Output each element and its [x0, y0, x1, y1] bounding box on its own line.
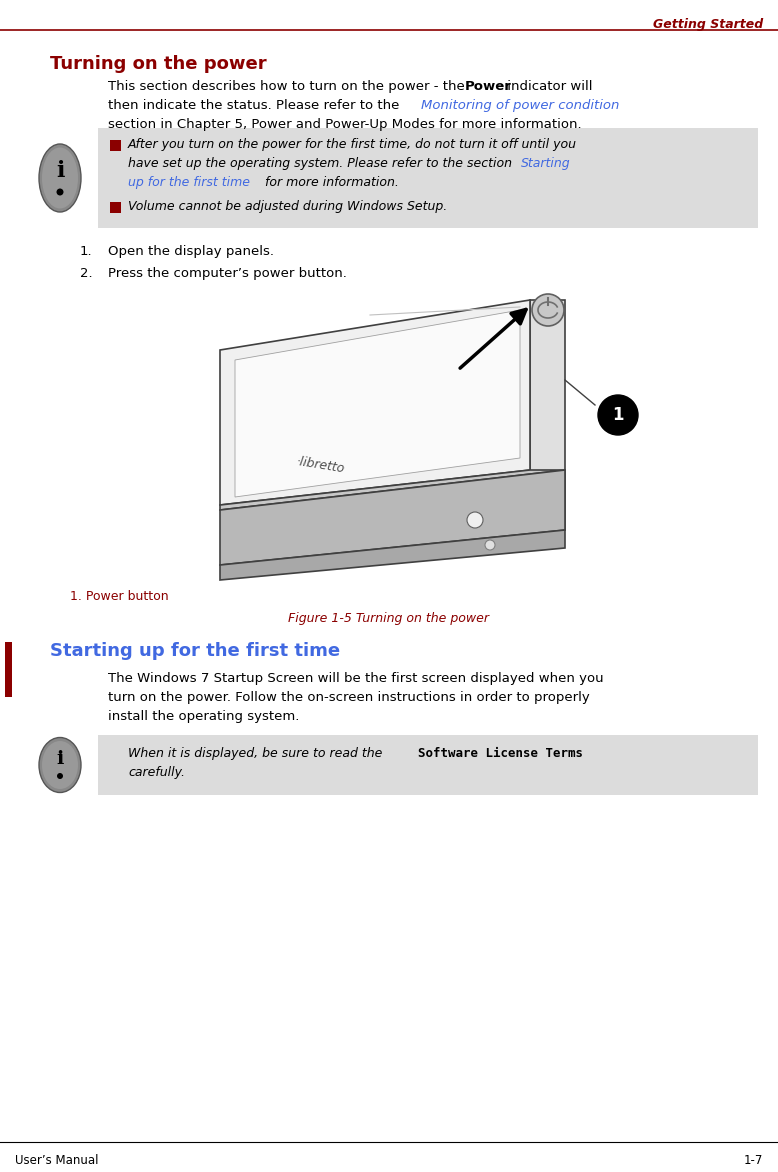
Text: indicator will: indicator will	[503, 80, 593, 93]
Text: Starting up for the first time: Starting up for the first time	[50, 642, 340, 660]
Circle shape	[467, 512, 483, 529]
Text: Software License Terms: Software License Terms	[418, 747, 583, 759]
Text: Open the display panels.: Open the display panels.	[108, 245, 274, 258]
Ellipse shape	[42, 148, 78, 209]
Polygon shape	[530, 300, 565, 530]
Text: Turning on the power: Turning on the power	[50, 55, 267, 73]
Text: turn on the power. Follow the on-screen instructions in order to properly: turn on the power. Follow the on-screen …	[108, 691, 590, 704]
Text: 2.: 2.	[80, 267, 93, 280]
Ellipse shape	[39, 737, 81, 792]
Text: Volume cannot be adjusted during Windows Setup.: Volume cannot be adjusted during Windows…	[128, 200, 447, 213]
Bar	[110, 139, 121, 151]
Polygon shape	[220, 530, 565, 580]
Text: carefully.: carefully.	[128, 766, 185, 779]
Text: Monitoring of power condition: Monitoring of power condition	[421, 98, 619, 113]
Text: 1: 1	[612, 406, 624, 424]
Text: User’s Manual: User’s Manual	[15, 1154, 99, 1167]
Bar	[110, 202, 121, 213]
Circle shape	[57, 189, 64, 196]
Text: When it is displayed, be sure to read the: When it is displayed, be sure to read th…	[128, 747, 387, 759]
Text: 1-7: 1-7	[744, 1154, 763, 1167]
Text: then indicate the status. Please refer to the: then indicate the status. Please refer t…	[108, 98, 404, 113]
Text: 1. Power button: 1. Power button	[70, 590, 169, 604]
Polygon shape	[235, 311, 520, 497]
Text: ·libretto: ·libretto	[295, 455, 345, 476]
Text: up for the first time: up for the first time	[128, 176, 250, 189]
Polygon shape	[220, 470, 565, 565]
Circle shape	[485, 540, 495, 550]
Text: Press the computer’s power button.: Press the computer’s power button.	[108, 267, 347, 280]
Text: i: i	[56, 161, 65, 182]
Text: Figure 1-5 Turning on the power: Figure 1-5 Turning on the power	[289, 612, 489, 625]
Text: 1.: 1.	[80, 245, 93, 258]
Bar	[98, 128, 758, 229]
Text: Starting: Starting	[521, 157, 570, 170]
Polygon shape	[220, 470, 565, 510]
Bar	[5, 642, 12, 697]
Text: section in Chapter 5, Power and Power-Up Modes for more information.: section in Chapter 5, Power and Power-Up…	[108, 118, 582, 131]
Circle shape	[598, 395, 638, 435]
Text: After you turn on the power for the first time, do not turn it off until you: After you turn on the power for the firs…	[128, 138, 577, 151]
Text: have set up the operating system. Please refer to the section: have set up the operating system. Please…	[128, 157, 516, 170]
Text: Getting Started: Getting Started	[653, 18, 763, 30]
Ellipse shape	[42, 741, 78, 789]
Text: for more information.: for more information.	[261, 176, 399, 189]
Circle shape	[57, 774, 63, 779]
Bar	[98, 735, 758, 795]
Text: i: i	[56, 750, 64, 768]
Text: The Windows 7 Startup Screen will be the first screen displayed when you: The Windows 7 Startup Screen will be the…	[108, 672, 604, 684]
Text: This section describes how to turn on the power - the: This section describes how to turn on th…	[108, 80, 469, 93]
Circle shape	[532, 294, 564, 326]
Text: install the operating system.: install the operating system.	[108, 710, 300, 723]
Polygon shape	[220, 300, 530, 505]
Ellipse shape	[39, 144, 81, 212]
Text: Power: Power	[465, 80, 512, 93]
